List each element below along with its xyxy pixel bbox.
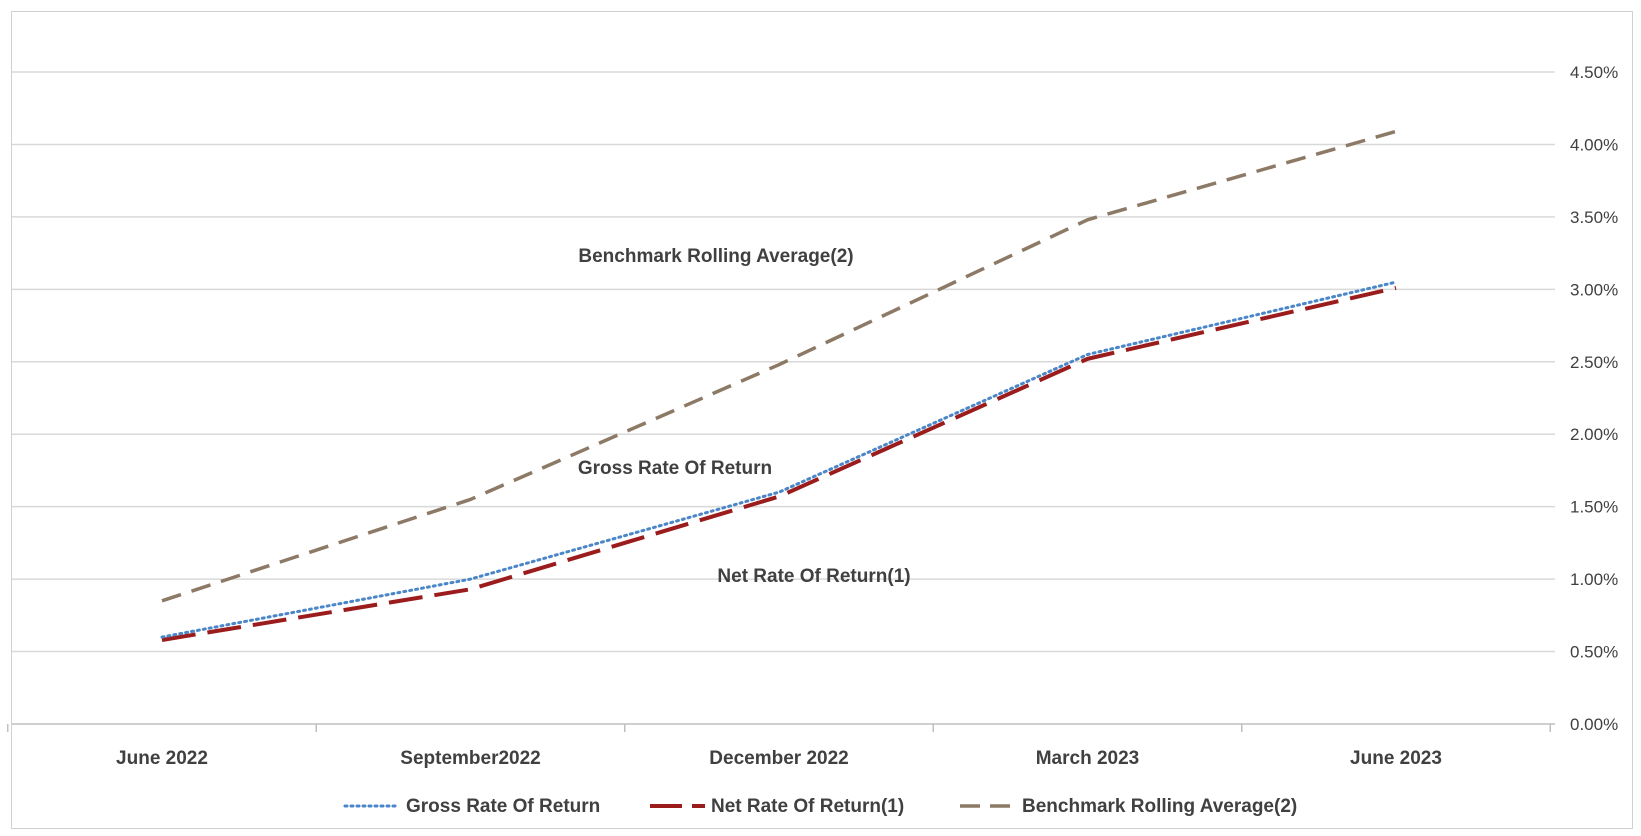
chart-frame bbox=[11, 11, 1633, 829]
annotation-net: Net Rate Of Return(1) bbox=[717, 566, 910, 587]
series-line-net bbox=[161, 285, 1397, 642]
y-tick-label: 0.00% bbox=[1570, 715, 1618, 734]
y-tick-label: 0.50% bbox=[1570, 643, 1618, 662]
series-lines bbox=[160, 129, 1398, 642]
y-tick-label: 4.50% bbox=[1570, 63, 1618, 82]
x-tick-label: December 2022 bbox=[709, 748, 848, 769]
y-tick-label: 3.00% bbox=[1570, 280, 1618, 299]
gridlines bbox=[12, 71, 1555, 653]
legend-label-net: Net Rate Of Return(1) bbox=[711, 796, 904, 817]
x-tick-label: June 2022 bbox=[116, 748, 208, 769]
y-tick-label: 2.50% bbox=[1570, 353, 1618, 372]
y-tick-label: 4.00% bbox=[1570, 135, 1618, 154]
legend-label-benchmark: Benchmark Rolling Average(2) bbox=[1022, 796, 1297, 817]
x-tick-label: March 2023 bbox=[1036, 748, 1140, 769]
series-line-gross bbox=[160, 280, 1398, 639]
legend-label-gross: Gross Rate Of Return bbox=[406, 796, 600, 817]
legend: Gross Rate Of Return Net Rate Of Return(… bbox=[343, 796, 1297, 817]
x-tick-label: September2022 bbox=[400, 748, 540, 769]
x-axis-ticks: June 2022 September2022 December 2022 March… bbox=[116, 748, 1442, 769]
x-axis bbox=[7, 723, 1555, 732]
annotation-benchmark: Benchmark Rolling Average(2) bbox=[578, 246, 853, 267]
x-tick-label: June 2023 bbox=[1350, 748, 1442, 769]
y-tick-label: 1.00% bbox=[1570, 570, 1618, 589]
series-line-benchmark bbox=[161, 129, 1397, 603]
y-tick-label: 3.50% bbox=[1570, 208, 1618, 227]
y-tick-label: 1.50% bbox=[1570, 498, 1618, 517]
y-axis-ticks: 0.00% 0.50% 1.00% 1.50% 2.00% 2.50% 3.00% 3.50%… bbox=[1570, 63, 1618, 734]
annotation-gross: Gross Rate Of Return bbox=[578, 458, 772, 479]
y-tick-label: 2.00% bbox=[1570, 425, 1618, 444]
